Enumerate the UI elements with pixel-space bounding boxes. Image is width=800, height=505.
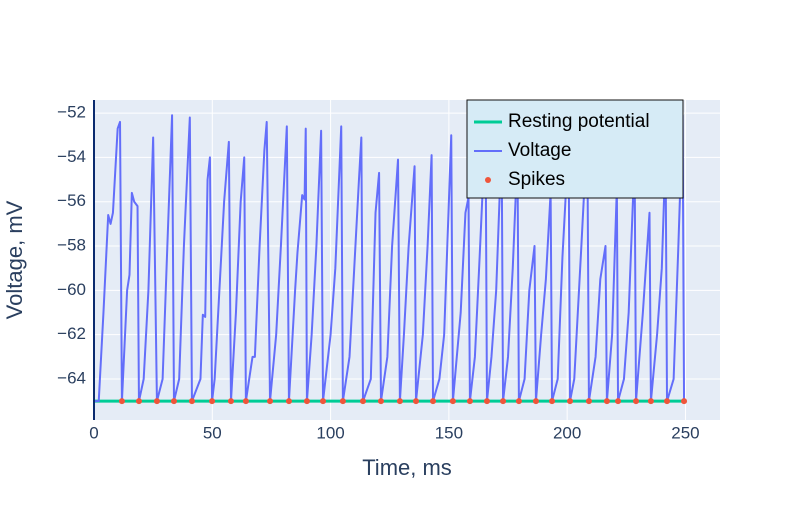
spike-marker (603, 398, 610, 405)
spike-marker (377, 398, 384, 405)
y-tick-label: −58 (57, 236, 86, 255)
spike-marker (585, 398, 592, 405)
spike-marker (209, 398, 216, 405)
spike-marker (135, 398, 142, 405)
spike-marker (515, 398, 522, 405)
spike-marker (303, 398, 310, 405)
legend-box (466, 99, 684, 199)
legend-label: Spikes (508, 169, 565, 190)
y-tick-label: −54 (57, 147, 86, 166)
spike-marker (359, 398, 366, 405)
spike-marker (567, 398, 574, 405)
spike-marker (615, 398, 622, 405)
spike-marker (242, 398, 249, 405)
spike-marker (664, 398, 671, 405)
spike-marker (449, 398, 456, 405)
line-series (94, 114, 686, 403)
spike-marker (267, 398, 274, 405)
y-axis-title: Voltage, mV (2, 200, 27, 319)
spike-marker (483, 398, 490, 405)
x-tick-label: 50 (203, 423, 222, 442)
y-tick-label: −62 (57, 324, 86, 343)
spike-marker (412, 398, 419, 405)
spike-marker (681, 398, 688, 405)
marks (94, 114, 688, 405)
x-tick-label: 100 (316, 423, 344, 442)
x-axis-title: Time, ms (362, 455, 452, 480)
legend: Resting potential Voltage Spikes (466, 99, 684, 199)
y-tick-label: −64 (57, 368, 86, 387)
spike-marker (430, 398, 437, 405)
spike-marker (647, 398, 654, 405)
spike-marker (227, 398, 234, 405)
spike-marker (549, 398, 556, 405)
spike-marker (500, 398, 507, 405)
spike-marker (118, 398, 125, 405)
legend-symbol (485, 177, 491, 183)
x-tick-label: 250 (671, 423, 699, 442)
spike-marker (285, 398, 292, 405)
x-tick-label: 150 (435, 423, 463, 442)
y-tick-label: −52 (57, 103, 86, 122)
spike-marker (532, 398, 539, 405)
y-tick-label: −60 (57, 280, 86, 299)
spike-marker (188, 398, 195, 405)
spike-marker (170, 398, 177, 405)
spike-marker (396, 398, 403, 405)
spike-marker (153, 398, 160, 405)
legend-label: Resting potential (508, 111, 650, 132)
spike-marker (466, 398, 473, 405)
spike-marker (633, 398, 640, 405)
spike-marker (339, 398, 346, 405)
y-tick-label: −56 (57, 191, 86, 210)
spike-marker (320, 398, 327, 405)
x-tick-label: 0 (89, 423, 98, 442)
x-tick-label: 200 (553, 423, 581, 442)
legend-label: Voltage (508, 140, 571, 161)
ticks: 0 50 100 150 200 250 −64 −62 −60 −58 −56 −54 −52 (57, 103, 699, 443)
